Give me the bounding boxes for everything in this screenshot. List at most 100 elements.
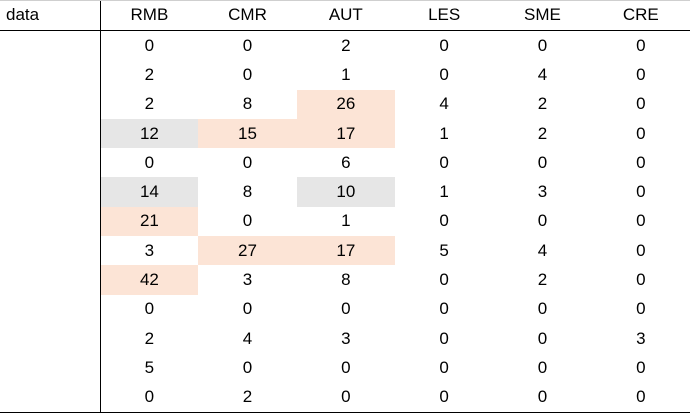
data-cell: 0: [341, 357, 351, 377]
data-cell: 1: [439, 182, 449, 202]
data-cell: 0: [537, 299, 548, 319]
data-cell: 3: [341, 328, 351, 348]
corner-label: data: [0, 0, 101, 31]
data-cell: 0: [636, 94, 646, 114]
data-cell: 10: [296, 177, 395, 207]
data-cell: 1: [341, 211, 351, 231]
row-label-cell: [0, 60, 101, 90]
data-cell: 8: [341, 270, 351, 290]
data-cell: 0: [439, 270, 449, 290]
data-cell: 27: [198, 236, 297, 266]
data-cell: 0: [636, 211, 646, 231]
data-cell: 15: [198, 118, 297, 149]
column-header: SME: [493, 0, 592, 31]
data-cell: 2: [144, 328, 155, 348]
table-row: 0 0 0 0 0 0: [0, 294, 690, 324]
row-label-cell: [0, 323, 101, 354]
data-cell: 2: [144, 94, 155, 114]
data-cell: 0: [636, 64, 646, 84]
table-row: 12 15 17 1 2 0: [0, 118, 690, 149]
column-header: AUT: [296, 0, 395, 31]
table-row: 0 0 2 0 0 0: [0, 30, 690, 61]
data-cell: 2: [537, 123, 548, 143]
row-label-cell: [0, 353, 101, 383]
row-label-cell: [0, 148, 101, 178]
data-cell: 0: [537, 35, 548, 55]
data-cell: 0: [144, 299, 155, 319]
data-cell: 0: [537, 211, 548, 231]
column-header: CRE: [591, 0, 690, 31]
table-row: 5 0 0 0 0 0: [0, 353, 690, 383]
row-label-cell: [0, 118, 101, 149]
data-cell: 0: [636, 270, 646, 290]
column-header: LES: [394, 0, 494, 31]
data-cell: 0: [439, 35, 449, 55]
row-label-cell: [0, 89, 101, 119]
table-row: 2 4 3 0 0 3: [0, 323, 690, 354]
data-cell: 0: [636, 182, 646, 202]
row-label-cell: [0, 177, 101, 207]
data-cell: 14: [100, 177, 199, 207]
data-cell: 4: [439, 94, 449, 114]
data-cell: 0: [242, 299, 253, 319]
data-cell: 2: [537, 270, 548, 290]
data-cell: 0: [394, 382, 494, 413]
data-cell: 21: [100, 206, 199, 237]
column-header: CMR: [198, 0, 297, 31]
table-row: 3 27 17 5 4 0: [0, 236, 690, 266]
data-cell: 3: [144, 240, 155, 260]
column-header: RMB: [100, 0, 199, 31]
data-cell: 0: [439, 152, 449, 172]
data-cell: 0: [242, 357, 253, 377]
data-cell: 8: [242, 182, 253, 202]
data-cell: 0: [636, 35, 646, 55]
data-cell: 4: [242, 328, 253, 348]
header-row: data RMB CMR AUT LES SME CRE: [0, 0, 690, 31]
data-cell: 0: [591, 382, 690, 413]
data-cell: 0: [242, 64, 253, 84]
data-cell: 0: [341, 299, 351, 319]
table-row: 42 3 8 0 2 0: [0, 265, 690, 295]
table-row: 14 8 10 1 3 0: [0, 177, 690, 207]
data-cell: 0: [439, 211, 449, 231]
data-cell: 4: [537, 64, 548, 84]
data-cell: 0: [636, 123, 646, 143]
data-cell: 0: [636, 299, 646, 319]
table-row: 2 0 1 0 4 0: [0, 60, 690, 90]
data-cell: 42: [100, 265, 199, 295]
data-cell: 3: [242, 270, 253, 290]
table-row: 2 8 26 4 2 0: [0, 89, 690, 119]
data-cell: 0: [439, 328, 449, 348]
data-cell: 0: [144, 152, 155, 172]
data-cell: 0: [439, 64, 449, 84]
data-cell: 3: [636, 328, 646, 348]
data-cell: 8: [242, 94, 253, 114]
row-label-cell: [0, 265, 101, 295]
table-row: 0 0 6 0 0 0: [0, 148, 690, 178]
data-cell: 6: [341, 152, 351, 172]
data-cell: 0: [537, 152, 548, 172]
data-cell: 3: [537, 182, 548, 202]
data-cell: 5: [144, 357, 155, 377]
data-cell: 0: [493, 382, 592, 413]
data-cell: 0: [242, 211, 253, 231]
row-label-cell: [0, 294, 101, 324]
data-cell: 0: [636, 357, 646, 377]
data-cell: 2: [198, 382, 297, 413]
row-label-cell: [0, 206, 101, 237]
table-row: 21 0 1 0 0 0: [0, 206, 690, 237]
data-cell: 0: [242, 152, 253, 172]
data-cell: 2: [341, 35, 351, 55]
data-cell: 0: [537, 357, 548, 377]
data-cell: 4: [537, 240, 548, 260]
row-label-cell: [0, 382, 101, 413]
row-label-cell: [0, 236, 101, 266]
data-cell: 1: [439, 123, 449, 143]
table-body: 0 0 2 0 0 0 2 0 1 0 4 0 2 8 26 4 2 0 12 15 17 1 2 0 0 0 6 0 0 0 14 8 10 1…: [0, 30, 690, 413]
data-cell: 0: [100, 382, 199, 413]
data-cell: 26: [296, 89, 395, 119]
data-cell: 2: [537, 94, 548, 114]
data-cell: 0: [144, 35, 155, 55]
